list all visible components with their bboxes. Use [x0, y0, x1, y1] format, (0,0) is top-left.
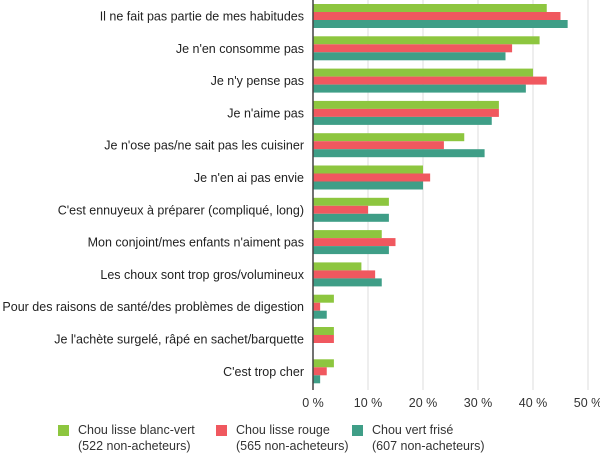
- legend-swatch: [216, 425, 227, 436]
- bar-0: [313, 133, 465, 142]
- x-tick-label: 20 %: [409, 396, 438, 410]
- bar-1: [313, 44, 513, 53]
- x-tick-label: 40 %: [519, 396, 548, 410]
- bar-1: [313, 108, 499, 117]
- category-label: Je l'achète surgelé, râpé en sachet/barq…: [54, 333, 304, 347]
- category-label: Je n'aime pas: [227, 106, 304, 120]
- bar-1: [313, 173, 431, 182]
- bar-2: [313, 278, 382, 287]
- category-label: C'est ennuyeux à préparer (compliqué, lo…: [58, 203, 304, 217]
- legend-sub: (522 non-acheteurs): [78, 439, 191, 453]
- legend-name: Chou lisse rouge: [236, 423, 330, 437]
- bar-0: [313, 68, 533, 77]
- bar-1: [313, 335, 334, 343]
- bar-2: [313, 375, 321, 384]
- category-label: Les choux sont trop gros/volumineux: [100, 268, 304, 282]
- bar-0: [313, 230, 382, 239]
- bar-0: [313, 100, 499, 109]
- legend-entry: Chou lisse rouge (565 non-acheteurs): [236, 422, 349, 453]
- category-label: Pour des raisons de santé/des problèmes …: [2, 300, 304, 314]
- bar-1: [313, 302, 321, 311]
- legend-name: Chou lisse blanc-vert: [78, 423, 195, 437]
- legend-swatch: [58, 425, 69, 436]
- legend-sub: (607 non-acheteurs): [372, 439, 485, 453]
- bar-1: [313, 238, 396, 247]
- x-tick-label: 0 %: [302, 396, 324, 410]
- bar-2: [313, 246, 389, 255]
- category-label: Je n'ose pas/ne sait pas les cuisiner: [104, 139, 304, 153]
- bar-1: [313, 141, 444, 150]
- bar-2: [313, 84, 526, 93]
- bar-2: [313, 310, 327, 319]
- legend-entry: Chou vert frisé (607 non-acheteurs): [372, 422, 485, 453]
- legend-name: Chou vert frisé: [372, 423, 454, 437]
- x-tick-label: 10 %: [354, 396, 383, 410]
- legend-swatch: [352, 425, 363, 436]
- category-label: C'est trop cher: [223, 365, 304, 379]
- bar-0: [313, 165, 423, 174]
- bar-1: [313, 205, 368, 214]
- category-label: Je n'en consomme pas: [176, 42, 304, 56]
- bar-0: [313, 294, 334, 303]
- bar-0: [313, 4, 547, 12]
- bar-2: [313, 181, 423, 190]
- bar-1: [313, 270, 376, 279]
- bar-0: [313, 36, 540, 45]
- x-tick-label: 50 %: [574, 396, 600, 410]
- bar-0: [313, 197, 389, 206]
- bar-0: [313, 327, 334, 335]
- legend-sub: (565 non-acheteurs): [236, 439, 349, 453]
- category-label: Il ne fait pas partie de mes habitudes: [100, 10, 304, 24]
- category-label: Je n'y pense pas: [211, 74, 304, 88]
- bar-2: [313, 149, 485, 158]
- bar-1: [313, 76, 547, 85]
- bar-1: [313, 12, 561, 20]
- bar-0: [313, 262, 362, 271]
- bar-2: [313, 20, 568, 28]
- category-label: Mon conjoint/mes enfants n'aiment pas: [88, 236, 304, 250]
- bar-2: [313, 52, 506, 61]
- bar-0: [313, 359, 334, 368]
- legend-entry: Chou lisse blanc-vert (522 non-acheteurs): [78, 422, 195, 453]
- bar-2: [313, 116, 492, 125]
- category-label: Je n'en ai pas envie: [194, 171, 304, 185]
- bar-1: [313, 367, 327, 376]
- bar-2: [313, 213, 389, 222]
- x-tick-label: 30 %: [464, 396, 493, 410]
